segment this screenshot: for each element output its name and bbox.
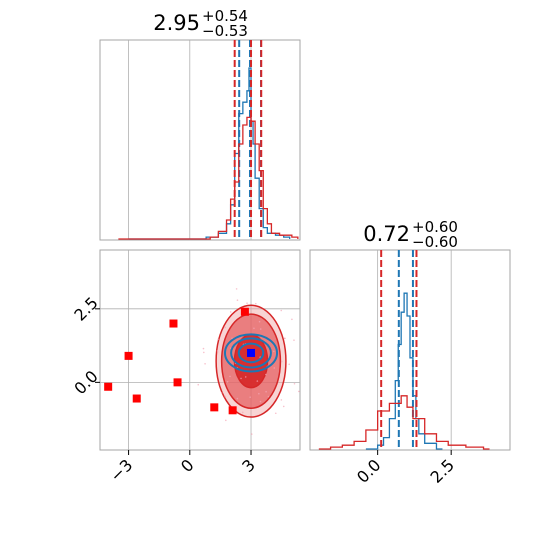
sample-point (259, 400, 262, 403)
contour-level-blue (237, 342, 265, 364)
sample-point (265, 390, 267, 393)
y-tick-label: 0.0 (70, 367, 101, 398)
sample-point (265, 373, 267, 376)
title-minus: −0.60 (412, 233, 458, 251)
x-tick-labels: 0.0 2.5 (353, 450, 458, 487)
sample-point (229, 311, 232, 313)
sample-point (280, 360, 283, 363)
x-tick-label: 2.5 (427, 455, 458, 486)
histogram-step (365, 292, 443, 450)
panel-frame (99, 39, 301, 241)
panel-top-left-histogram: 2.95 +0.54 −0.53 (99, 7, 301, 241)
sample-point (244, 376, 247, 378)
sample-point (259, 328, 262, 330)
sample-point (280, 309, 283, 312)
sample-point (274, 412, 277, 415)
y-tick-label: 2.5 (70, 293, 101, 324)
sample-point (291, 318, 293, 321)
sample-point (220, 392, 223, 394)
square-marker (173, 378, 182, 387)
x-tick-label: 0.0 (353, 455, 384, 486)
scatter-markers (104, 307, 256, 415)
sample-point (256, 380, 259, 382)
sample-point (241, 411, 244, 414)
sample-point (225, 419, 227, 422)
sample-point (246, 302, 248, 304)
panel-bottom-right-histogram: 0.0 2.5 0.72 +0.60 −0.60 (309, 218, 511, 487)
sample-point (226, 380, 229, 383)
sample-point (272, 350, 275, 353)
contour-level-blue (224, 333, 279, 373)
sample-point (298, 390, 300, 393)
y-tick-labels: 0.0 2.5 (70, 293, 101, 398)
square-marker (228, 406, 237, 415)
sample-point (254, 302, 257, 305)
density-contours (197, 288, 300, 435)
panel-bottom-left-scatter: −3 0 3 0.0 2.5 (70, 249, 301, 486)
square-marker (240, 307, 249, 316)
sample-point (236, 397, 239, 400)
histogram-step (318, 395, 490, 450)
square-marker (169, 319, 178, 328)
sample-point (273, 367, 276, 369)
center-marker (247, 348, 256, 357)
square-marker (132, 394, 141, 403)
sample-point (288, 363, 290, 366)
sample-point (235, 288, 238, 290)
sample-point (267, 395, 270, 398)
sample-point (202, 347, 205, 350)
title-minus: −0.53 (202, 22, 248, 40)
sample-point (249, 396, 251, 398)
sample-point (293, 382, 296, 385)
title-plus: +0.60 (412, 218, 458, 236)
x-tick-label: −3 (106, 455, 136, 485)
sample-point (250, 433, 253, 435)
histogram-step (118, 116, 299, 240)
sample-point (203, 351, 205, 354)
sample-point (204, 362, 206, 365)
sample-point (217, 338, 219, 341)
sample-point (197, 383, 200, 386)
sample-point (253, 327, 255, 330)
sample-point (231, 337, 233, 340)
sample-point (282, 405, 285, 408)
sample-point (240, 377, 242, 380)
title-value: 0.72 (363, 222, 410, 246)
title-plus: +0.54 (202, 7, 248, 25)
contour-level-blue (230, 337, 272, 369)
sample-point (293, 339, 295, 341)
contour-level-red (233, 333, 269, 389)
x-tick-labels: −3 0 3 (106, 450, 259, 486)
sample-point (258, 320, 261, 323)
title-value: 2.95 (153, 11, 200, 35)
histogram-series (118, 40, 299, 240)
x-tick-label: 0 (177, 455, 198, 476)
sample-point (224, 326, 227, 329)
sample-point (258, 392, 260, 395)
square-marker (104, 382, 113, 391)
sample-point (216, 349, 219, 352)
sample-point (224, 395, 227, 398)
sample-point (280, 399, 283, 401)
square-marker (210, 403, 219, 412)
x-tick-label: 3 (238, 455, 259, 476)
sample-point (284, 337, 286, 340)
sample-point (236, 299, 239, 301)
histogram-series (318, 250, 490, 450)
square-marker (124, 351, 133, 360)
sample-point (229, 375, 231, 378)
